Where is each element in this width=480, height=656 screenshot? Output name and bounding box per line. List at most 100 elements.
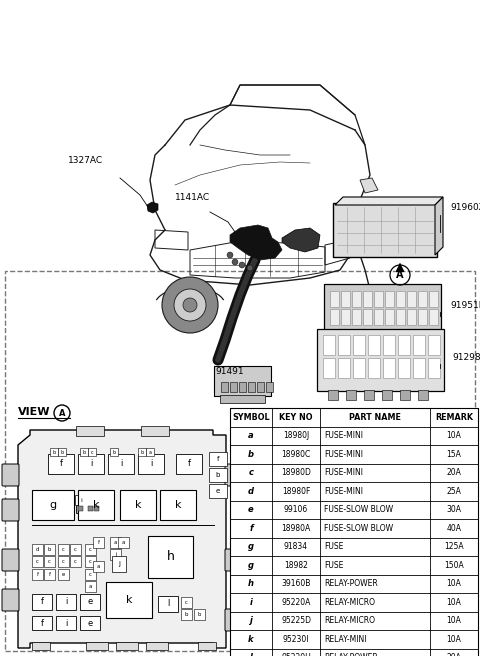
Text: c: c [36, 559, 39, 564]
Bar [352, 309, 361, 325]
Bar [116, 642, 138, 650]
Text: SYMBOL: SYMBOL [232, 413, 270, 422]
Text: FUSE-SLOW BLOW: FUSE-SLOW BLOW [324, 505, 393, 514]
Bar [418, 309, 427, 325]
Text: 30A: 30A [446, 505, 461, 514]
Text: f: f [97, 540, 99, 545]
Bar [346, 390, 356, 400]
Bar [429, 309, 438, 325]
Circle shape [247, 265, 253, 271]
Text: d: d [248, 487, 254, 496]
Bar [85, 569, 96, 580]
Bar [374, 309, 383, 325]
Bar [80, 594, 100, 610]
Text: 18980F: 18980F [282, 487, 310, 496]
Text: k: k [175, 500, 181, 510]
Bar [78, 454, 104, 474]
Text: a: a [114, 540, 117, 545]
Bar [94, 506, 99, 511]
Circle shape [352, 317, 378, 343]
Bar [428, 335, 440, 355]
Bar [93, 537, 104, 548]
Bar [407, 309, 416, 325]
Bar [141, 426, 169, 436]
Bar [80, 448, 88, 456]
Bar [32, 616, 52, 630]
Text: 91834: 91834 [284, 543, 308, 551]
Bar [146, 448, 154, 456]
Bar [382, 390, 392, 400]
Text: b: b [112, 449, 116, 455]
Bar [118, 537, 129, 548]
Text: c: c [89, 547, 92, 552]
Bar [58, 544, 69, 555]
Text: FUSE: FUSE [324, 543, 343, 551]
Text: RELAY-POWER: RELAY-POWER [324, 579, 378, 588]
Text: FUSE-SLOW BLOW: FUSE-SLOW BLOW [324, 523, 393, 533]
Text: 91491: 91491 [215, 367, 244, 376]
Text: b: b [141, 449, 144, 455]
Text: A: A [59, 409, 65, 417]
Text: e: e [87, 598, 93, 607]
Text: 10A: 10A [446, 616, 461, 625]
Bar [383, 358, 395, 378]
Text: FUSE-MINI: FUSE-MINI [324, 450, 363, 459]
Text: l: l [167, 600, 169, 609]
Bar [120, 490, 156, 520]
Bar [106, 582, 152, 618]
FancyBboxPatch shape [324, 284, 441, 331]
Text: 99106: 99106 [284, 505, 308, 514]
Bar [75, 495, 87, 505]
Bar [112, 556, 126, 572]
Bar [58, 448, 66, 456]
Text: 20A: 20A [446, 468, 461, 478]
Text: c: c [89, 559, 92, 564]
Bar [58, 556, 69, 567]
Text: f: f [249, 523, 253, 533]
Bar [338, 358, 350, 378]
Bar [44, 556, 55, 567]
Bar [138, 454, 164, 474]
Bar [341, 291, 350, 307]
Bar [0, 0, 480, 266]
Bar [32, 594, 52, 610]
Text: 10A: 10A [446, 579, 461, 588]
Text: c: c [185, 600, 188, 605]
Text: 1327AC: 1327AC [68, 156, 103, 165]
Bar [56, 594, 76, 610]
Bar [32, 569, 43, 580]
Bar [86, 642, 108, 650]
Circle shape [183, 298, 197, 312]
Text: FUSE-MINI: FUSE-MINI [324, 468, 363, 478]
Bar [328, 390, 338, 400]
Bar [385, 291, 394, 307]
Text: VIEW: VIEW [18, 407, 50, 417]
Text: REMARK: REMARK [435, 413, 473, 422]
Bar [428, 358, 440, 378]
Text: c: c [74, 559, 77, 564]
Bar [146, 642, 168, 650]
Bar [32, 490, 74, 520]
Text: j: j [115, 552, 116, 557]
Text: a: a [97, 564, 100, 569]
Bar [44, 569, 55, 580]
Text: RELAY-MINI: RELAY-MINI [324, 635, 367, 644]
Bar [148, 536, 193, 578]
Text: k: k [135, 500, 141, 510]
Text: 25A: 25A [446, 487, 461, 496]
Text: b: b [185, 612, 188, 617]
Text: j: j [250, 616, 252, 625]
Bar [383, 335, 395, 355]
FancyBboxPatch shape [225, 609, 242, 631]
Text: b: b [48, 547, 51, 552]
Text: f: f [188, 459, 191, 468]
Bar [209, 452, 227, 466]
Bar [108, 454, 134, 474]
Bar [110, 537, 121, 548]
Text: c: c [91, 449, 93, 455]
Bar [181, 609, 192, 620]
Text: 15A: 15A [446, 450, 461, 459]
Text: l: l [250, 653, 252, 656]
Text: h: h [167, 550, 174, 564]
Text: f: f [60, 459, 62, 468]
